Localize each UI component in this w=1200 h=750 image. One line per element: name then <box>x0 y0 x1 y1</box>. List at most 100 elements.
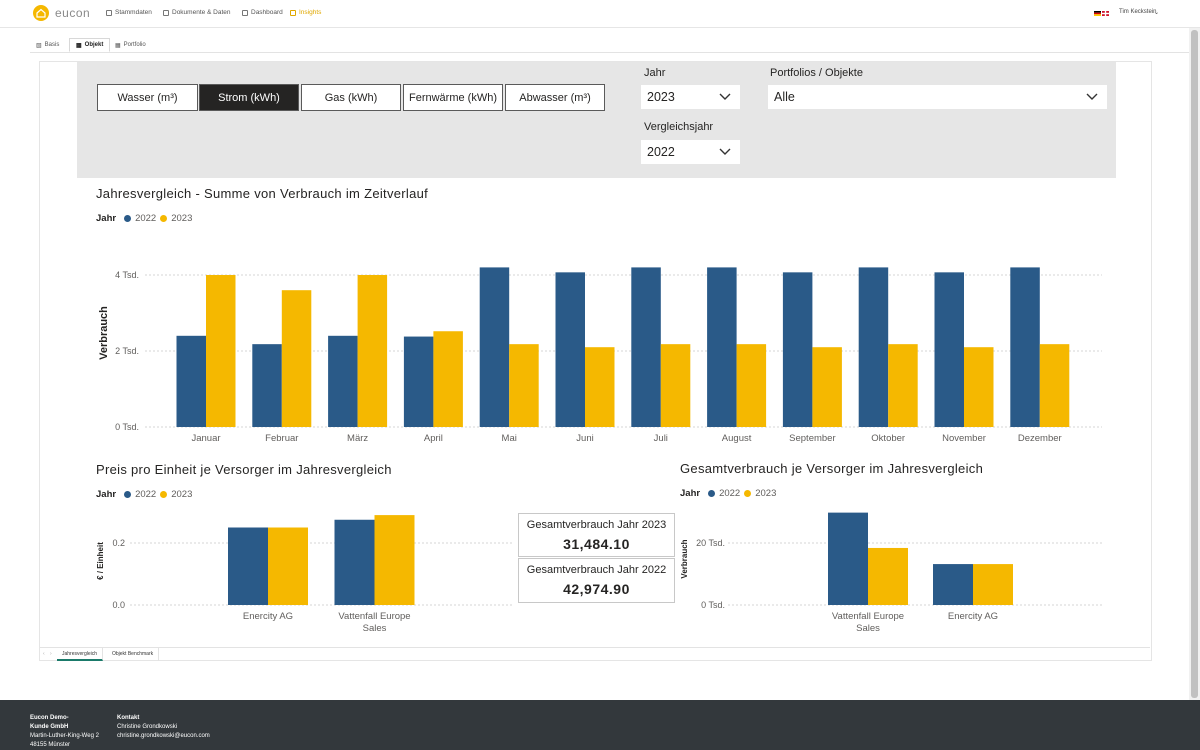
x-tick-label: Juli <box>654 433 668 444</box>
y-tick-label: 2 Tsd. <box>115 346 139 356</box>
divider <box>30 52 1190 53</box>
portfolio-value: Alle <box>774 90 795 104</box>
portfolio-icon: ▦ <box>115 42 121 49</box>
y-axis-title: Verbrauch <box>680 539 689 578</box>
total-chart-legend: Jahr 2022 2023 <box>680 488 776 499</box>
bar-2022 <box>858 267 889 427</box>
people-icon <box>106 9 112 16</box>
legend-label-2023: 2023 <box>171 489 193 500</box>
kpi-card-2023: Gesamtverbrauch Jahr 2023 31,484.10 <box>518 513 675 557</box>
main-chart-legend: Jahr 2022 2023 <box>96 213 192 224</box>
bar-2022 <box>1010 267 1040 427</box>
bar-2022 <box>828 512 868 605</box>
bar-2023 <box>1039 344 1070 427</box>
tab-abwasser[interactable]: Abwasser (m³) <box>505 84 605 111</box>
tab-gas[interactable]: Gas (kWh) <box>301 84 401 111</box>
bar-2023 <box>736 344 767 427</box>
top-navigation: eucon Stammdaten Dokumente & Daten Dashb… <box>0 0 1200 28</box>
bar-2022 <box>555 272 585 427</box>
legend-label-2022: 2022 <box>135 213 157 224</box>
y-tick-label: 0.2 <box>112 538 125 548</box>
uk-flag-icon[interactable] <box>1102 11 1109 16</box>
tab-label: Basis <box>44 42 60 48</box>
x-tick-label: September <box>789 433 835 444</box>
bar-2022 <box>334 519 375 605</box>
nav-dokumente[interactable]: Dokumente & Daten <box>163 9 231 16</box>
german-flag-icon[interactable] <box>1094 11 1101 16</box>
x-tick-label: Vattenfall Europe <box>832 611 904 622</box>
contact-email[interactable]: christine.grondkowski@eucon.com <box>117 733 210 739</box>
filter-panel <box>77 62 1116 178</box>
tab-strom[interactable]: Strom (kWh) <box>199 84 299 111</box>
price-chart-legend: Jahr 2022 2023 <box>96 489 192 500</box>
page-tab-objekt-benchmark[interactable]: Objekt Benchmark <box>107 648 160 661</box>
bar-2022 <box>176 335 206 427</box>
building-icon: ▦ <box>76 42 82 49</box>
eucon-logo[interactable]: eucon <box>55 6 91 20</box>
chevron-right-icon[interactable]: › <box>50 651 52 657</box>
chevron-down-icon[interactable]: ⌄ <box>1154 10 1160 16</box>
x-tick-label: März <box>347 433 368 444</box>
page-tab-jahresvergleich[interactable]: Jahresvergleich <box>57 648 104 661</box>
legend-swatch-2022 <box>708 490 716 497</box>
y-axis-title: € / Einheit <box>96 542 105 580</box>
portfolio-dropdown[interactable]: Alle <box>768 85 1107 109</box>
bar-2022 <box>631 267 661 427</box>
vergleichsjahr-dropdown[interactable]: 2022 <box>641 140 740 164</box>
scrollbar-thumb[interactable] <box>1191 30 1198 698</box>
bar-2023 <box>888 344 918 427</box>
footer-company: Eucon Demo- Kunde GmbH Martin-Luther-Kin… <box>30 714 99 750</box>
bar-2023 <box>868 547 908 605</box>
jahr-dropdown[interactable]: 2023 <box>641 85 740 109</box>
nav-label: Insights <box>299 9 322 16</box>
tab-basis[interactable]: ▧ Basis <box>30 38 65 52</box>
legend-swatch-2022 <box>124 491 132 498</box>
nav-insights[interactable]: Insights <box>290 9 321 16</box>
y-axis-title: Verbrauch <box>98 306 110 360</box>
tab-objekt[interactable]: ▦ Objekt <box>69 38 111 52</box>
chevron-left-icon[interactable]: ‹ <box>43 651 45 657</box>
footer-contact: Kontakt Christine Grondkowski christine.… <box>117 714 210 741</box>
chevron-down-icon <box>719 148 731 155</box>
x-tick-label: Enercity AG <box>243 611 293 622</box>
contact-title: Kontakt <box>117 715 140 721</box>
bar-2022 <box>934 272 964 427</box>
legend-title: Jahr <box>680 488 701 499</box>
portfolio-label: Portfolios / Objekte <box>770 67 863 79</box>
kpi-card-2022: Gesamtverbrauch Jahr 2022 42,974.90 <box>518 558 675 603</box>
chart-icon <box>290 9 296 16</box>
bar-2023 <box>964 347 994 427</box>
kpi-label: Gesamtverbrauch Jahr 2023 <box>526 519 667 531</box>
nav-dashboard[interactable]: Dashboard <box>242 9 283 16</box>
vergleichsjahr-value: 2022 <box>647 145 675 159</box>
bar-2023 <box>585 347 615 427</box>
legend-label-2023: 2023 <box>171 213 193 224</box>
company-city: 48155 Münster <box>30 742 71 748</box>
vergleichsjahr-label: Vergleichsjahr <box>644 121 714 133</box>
bar-2023 <box>268 527 308 605</box>
x-tick-label: Februar <box>265 433 298 444</box>
tab-fernwaerme[interactable]: Fernwärme (kWh) <box>403 84 503 111</box>
bar-2023 <box>374 515 415 605</box>
total-chart-title: Gesamtverbrauch je Versorger im Jahresve… <box>680 461 984 476</box>
tab-wasser[interactable]: Wasser (m³) <box>97 84 198 111</box>
legend-label-2022: 2022 <box>719 488 741 499</box>
home-icon[interactable] <box>33 5 49 21</box>
tab-portfolio[interactable]: ▦ Portfolio <box>109 38 152 52</box>
bar-2023 <box>281 290 312 427</box>
bar-2023 <box>509 344 539 427</box>
x-tick-label: Sales <box>856 623 880 634</box>
nav-stammdaten[interactable]: Stammdaten <box>106 9 152 16</box>
user-name[interactable]: Tim Keckstein <box>1119 9 1157 15</box>
bar-2022 <box>403 336 434 427</box>
bar-2023 <box>433 331 463 427</box>
bar-2023 <box>973 564 1013 605</box>
jahr-value: 2023 <box>647 90 675 104</box>
x-tick-label: Mai <box>502 433 517 444</box>
x-tick-label: Juni <box>576 433 593 444</box>
price-chart-title: Preis pro Einheit je Versorger im Jahres… <box>96 462 392 477</box>
y-tick-label: 0 Tsd. <box>115 422 139 432</box>
bar-2022 <box>252 344 282 427</box>
nav-label: Dokumente & Daten <box>172 9 231 16</box>
tab-label: Portfolio <box>123 42 146 48</box>
